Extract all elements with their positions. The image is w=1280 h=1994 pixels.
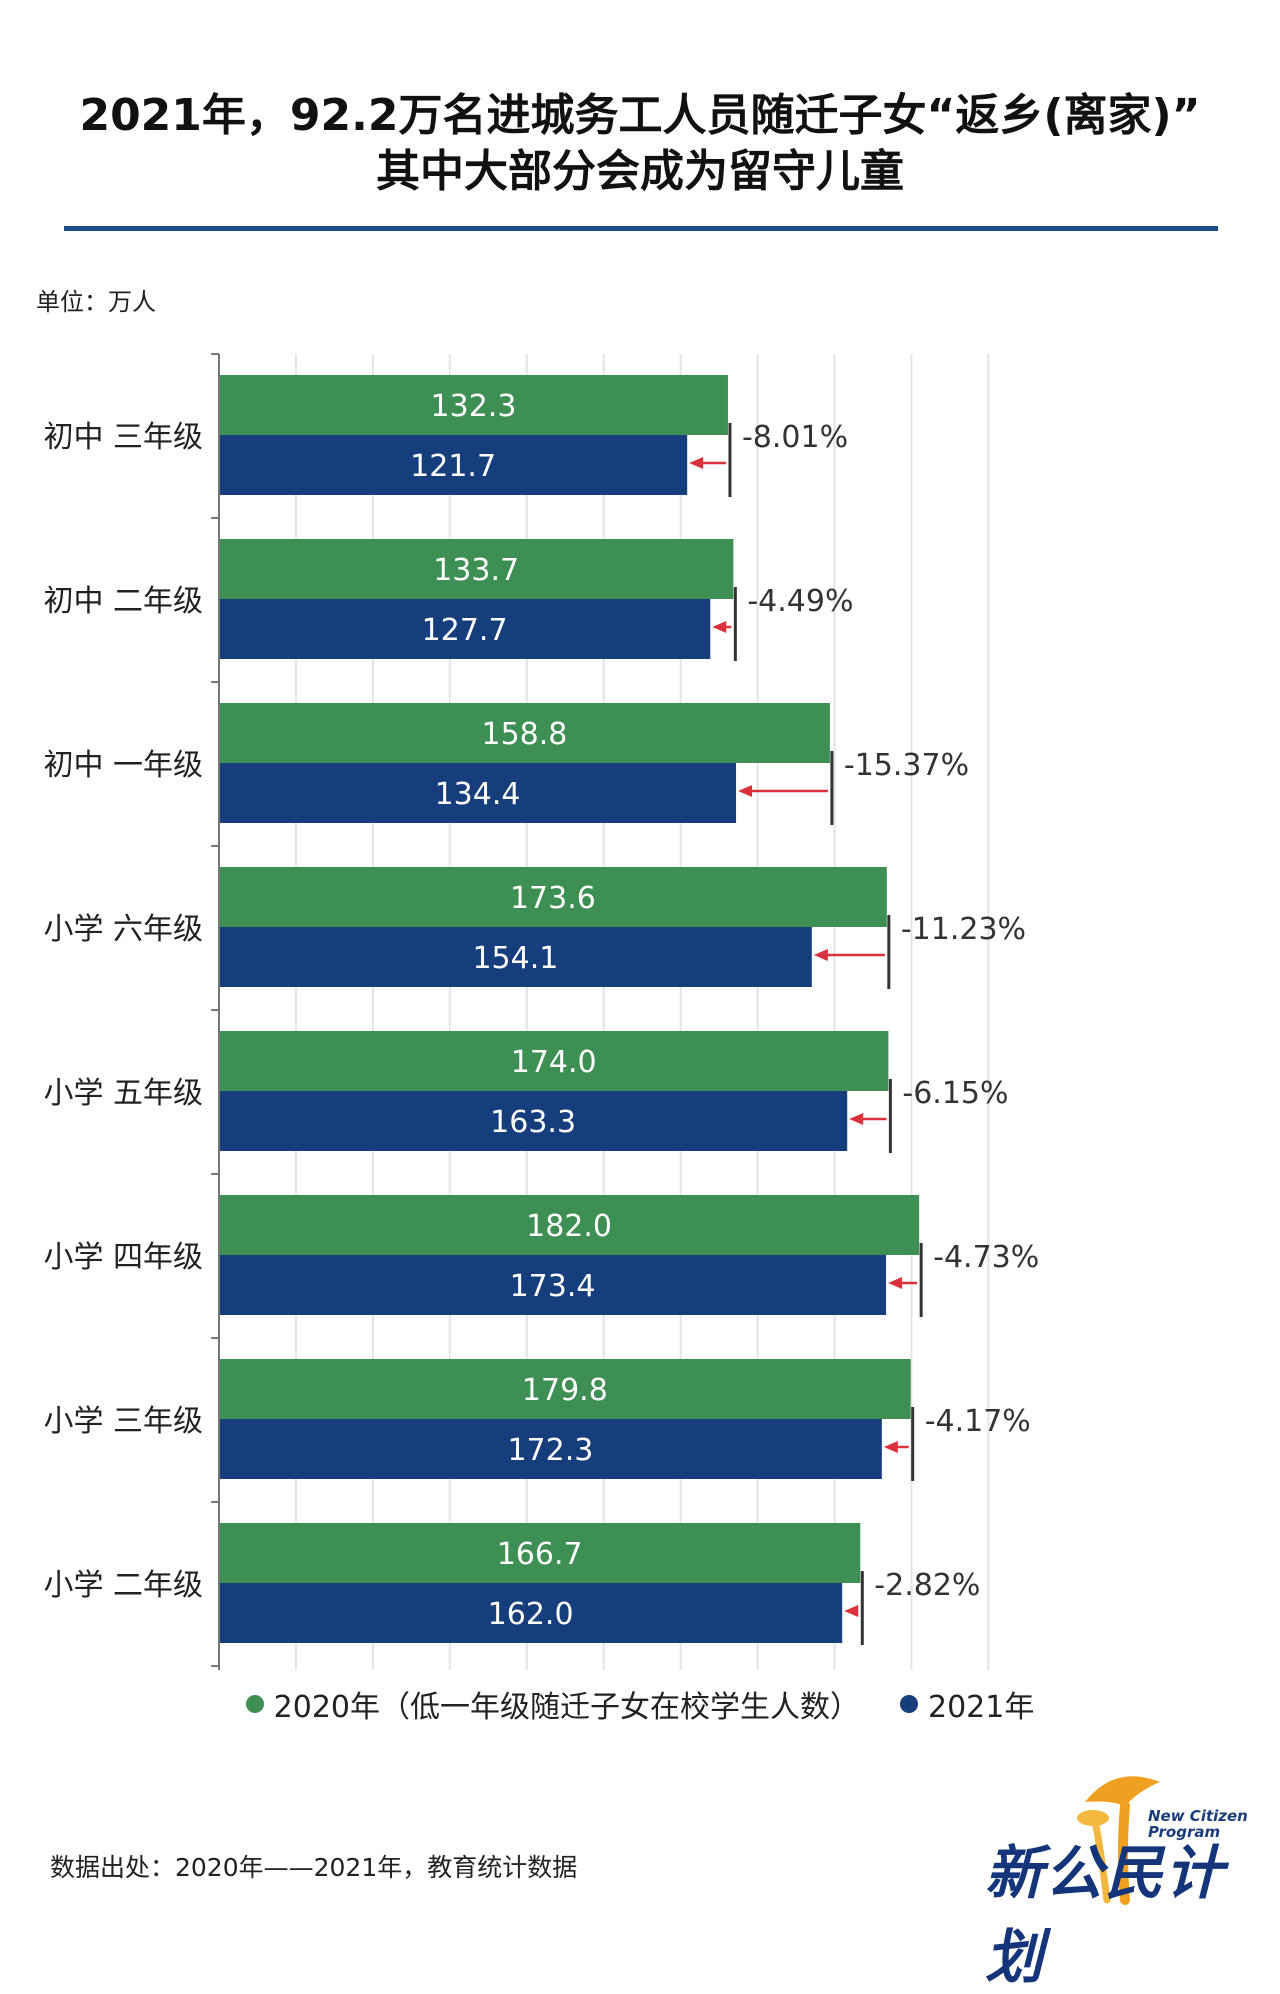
value-label-2020: 173.6 <box>510 881 596 916</box>
chart-title-line-2: 其中大部分会成为留守儿童 <box>376 146 904 197</box>
title-divider <box>64 226 1218 231</box>
chart-legend: 2020年（低一年级随迁子女在校学生人数） 2021年 <box>0 1682 1280 1726</box>
value-label-2021: 127.7 <box>422 613 508 648</box>
chart-title: 2021年，92.2万名进城务工人员随迁子女“返乡(离家)” 其中大部分会成为留… <box>0 88 1280 200</box>
logo-english-text: New Citizen Program <box>1148 1808 1248 1840</box>
bar-2020 <box>219 1523 861 1583</box>
legend-dot-2021-icon <box>900 1695 918 1713</box>
bar-2020 <box>219 539 734 599</box>
value-label-2021: 121.7 <box>410 449 496 484</box>
legend-label-2021: 2021年 <box>928 1690 1035 1725</box>
value-label-2020: 166.7 <box>497 1537 583 1572</box>
value-label-2021: 154.1 <box>472 941 558 976</box>
category-label: 小学 三年级 <box>43 1404 203 1439</box>
logo-chinese-text: 新公民计划 <box>985 1839 1226 1991</box>
bar-2020 <box>219 867 887 927</box>
value-label-2021: 163.3 <box>490 1105 576 1140</box>
bar-2021 <box>219 1419 882 1479</box>
change-percent-label: -15.37% <box>844 748 969 783</box>
change-percent-label: -11.23% <box>901 912 1026 947</box>
bar-2021 <box>219 599 711 659</box>
logo-mushroom-icon <box>1077 1776 1160 1905</box>
bar-2020 <box>219 375 728 435</box>
unit-label: 单位：万人 <box>36 288 156 316</box>
bar-2021 <box>219 435 688 495</box>
chart-title-line-1: 2021年，92.2万名进城务工人员随迁子女“返乡(离家)” <box>79 90 1201 141</box>
legend-dot-2020-icon <box>245 1695 264 1713</box>
category-label: 初中 三年级 <box>43 420 203 455</box>
change-arrow-head <box>883 1441 898 1453</box>
logo-english-line-2: Program <box>1148 1823 1221 1841</box>
change-arrow-head <box>849 1113 864 1125</box>
change-percent-label: -4.49% <box>747 584 853 619</box>
category-label: 小学 二年级 <box>43 1568 203 1603</box>
value-label-2021: 172.3 <box>507 1433 593 1468</box>
change-percent-label: -4.73% <box>933 1240 1039 1275</box>
bar-2020 <box>219 1195 920 1255</box>
bar-2021 <box>219 1583 843 1643</box>
change-arrow-head <box>888 1277 903 1289</box>
legend-item-2020: 2020年（低一年级随迁子女在校学生人数） <box>245 1682 860 1726</box>
legend-item-2021: 2021年 <box>900 1682 1034 1726</box>
change-arrow-head <box>738 785 753 797</box>
category-label: 小学 六年级 <box>43 912 203 947</box>
legend-label-2020: 2020年（低一年级随迁子女在校学生人数） <box>273 1690 860 1725</box>
value-label-2020: 133.7 <box>433 553 519 588</box>
category-label: 小学 五年级 <box>43 1076 203 1111</box>
change-arrow-head <box>712 621 727 633</box>
change-percent-label: -2.82% <box>874 1568 980 1603</box>
category-label: 小学 四年级 <box>43 1240 203 1275</box>
value-label-2020: 132.3 <box>431 389 517 424</box>
value-label-2020: 179.8 <box>522 1373 608 1408</box>
bar-2021 <box>219 763 737 823</box>
bar-chart: 初中 三年级 132.3 121.7 -8.01% 初中 二年级 133.7 127.7 -4… <box>43 353 1039 1670</box>
category-label: 初中 二年级 <box>43 584 203 619</box>
category-label: 初中 一年级 <box>43 748 203 783</box>
bar-2020 <box>219 1359 911 1419</box>
change-percent-label: -8.01% <box>742 420 848 455</box>
value-label-2020: 182.0 <box>526 1209 612 1244</box>
logo-english-line-1: New Citizen <box>1148 1807 1248 1825</box>
change-arrow-head <box>813 949 828 961</box>
bar-2021 <box>219 1255 887 1315</box>
change-arrow-head <box>844 1605 859 1617</box>
change-percent-label: -6.15% <box>902 1076 1008 1111</box>
bar-2020 <box>219 703 830 763</box>
value-label-2021: 173.4 <box>510 1269 596 1304</box>
value-label-2021: 162.0 <box>488 1597 574 1632</box>
bar-2021 <box>219 1091 848 1151</box>
data-source: 数据出处：2020年——2021年，教育统计数据 <box>50 1853 578 1882</box>
value-label-2020: 174.0 <box>511 1045 597 1080</box>
change-percent-label: -4.17% <box>925 1404 1031 1439</box>
change-arrow-head <box>689 457 704 469</box>
bar-2021 <box>219 927 812 987</box>
bar-2020 <box>219 1031 889 1091</box>
value-label-2021: 134.4 <box>435 777 521 812</box>
value-label-2020: 158.8 <box>482 717 568 752</box>
